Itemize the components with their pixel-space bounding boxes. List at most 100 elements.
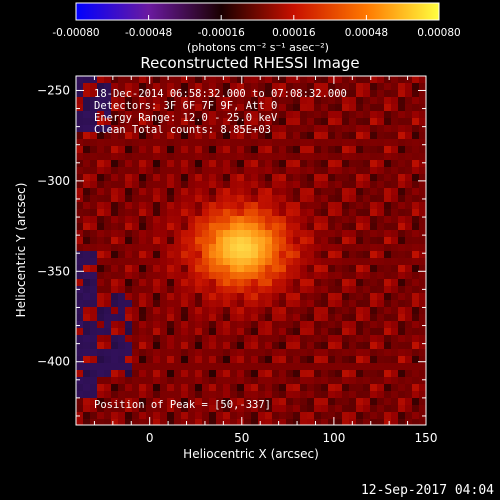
heatmap-cell bbox=[209, 272, 217, 280]
heatmap-cell bbox=[405, 209, 413, 217]
heatmap-cell bbox=[209, 377, 217, 385]
heatmap-cell bbox=[83, 272, 91, 280]
heatmap-cell bbox=[377, 244, 385, 252]
heatmap-cell bbox=[83, 419, 91, 425]
heatmap-cell bbox=[391, 230, 399, 238]
heatmap-cell bbox=[174, 321, 182, 329]
chart-title: Reconstructed RHESSI Image bbox=[140, 54, 359, 72]
heatmap-cell bbox=[90, 251, 98, 259]
heatmap-cell bbox=[125, 90, 133, 98]
heatmap-cell bbox=[314, 244, 322, 252]
heatmap-cell bbox=[356, 335, 364, 343]
heatmap-cell bbox=[419, 349, 426, 357]
heatmap-cell bbox=[300, 125, 308, 133]
heatmap-cell bbox=[244, 139, 252, 147]
heatmap-cell bbox=[202, 76, 210, 84]
heatmap-cell bbox=[223, 132, 231, 140]
heatmap-cell bbox=[321, 174, 329, 182]
heatmap-cell bbox=[279, 349, 287, 357]
heatmap-cell bbox=[258, 237, 266, 245]
heatmap-cell bbox=[76, 83, 84, 91]
heatmap-cell bbox=[314, 335, 322, 343]
heatmap-cell bbox=[307, 265, 315, 273]
heatmap-cell bbox=[398, 76, 406, 84]
heatmap-cell bbox=[181, 118, 189, 126]
heatmap-cell bbox=[139, 223, 147, 231]
heatmap-cell bbox=[342, 286, 350, 294]
heatmap-cell bbox=[293, 118, 301, 126]
heatmap-cell bbox=[251, 125, 259, 133]
heatmap-cell bbox=[167, 370, 175, 378]
heatmap-cell bbox=[195, 104, 203, 112]
heatmap-cell bbox=[272, 349, 280, 357]
heatmap-cell bbox=[83, 167, 91, 175]
heatmap-cell bbox=[216, 237, 224, 245]
heatmap-cell bbox=[104, 405, 112, 413]
heatmap-cell bbox=[237, 328, 245, 336]
heatmap-cell bbox=[286, 412, 294, 420]
heatmap-cell bbox=[307, 146, 315, 154]
heatmap-cell bbox=[83, 300, 91, 308]
heatmap-cell bbox=[76, 384, 84, 392]
heatmap-cell bbox=[167, 174, 175, 182]
heatmap-cell bbox=[174, 307, 182, 315]
heatmap-cell bbox=[223, 76, 231, 84]
heatmap-cell bbox=[174, 139, 182, 147]
heatmap-cell bbox=[412, 237, 420, 245]
heatmap-cell bbox=[216, 251, 224, 259]
heatmap-cell bbox=[363, 370, 371, 378]
heatmap-cell bbox=[335, 349, 343, 357]
heatmap-cell bbox=[335, 328, 343, 336]
heatmap-cell bbox=[223, 377, 231, 385]
heatmap-cell bbox=[321, 412, 329, 420]
heatmap-cell bbox=[419, 132, 426, 140]
heatmap-cell bbox=[139, 118, 147, 126]
heatmap-cell bbox=[391, 188, 399, 196]
heatmap-cell bbox=[104, 174, 112, 182]
heatmap-cell bbox=[125, 377, 133, 385]
heatmap-cell bbox=[167, 377, 175, 385]
heatmap-cell bbox=[167, 391, 175, 399]
heatmap-cell bbox=[209, 90, 217, 98]
heatmap-cell bbox=[307, 209, 315, 217]
heatmap-cell bbox=[209, 230, 217, 238]
heatmap-cell bbox=[223, 125, 231, 133]
heatmap-cell bbox=[97, 307, 105, 315]
heatmap-cell bbox=[167, 132, 175, 140]
heatmap-cell bbox=[391, 195, 399, 203]
heatmap-cell bbox=[286, 314, 294, 322]
heatmap-cell bbox=[335, 300, 343, 308]
heatmap-cell bbox=[97, 174, 105, 182]
heatmap-cell bbox=[335, 377, 343, 385]
heatmap-cell bbox=[202, 174, 210, 182]
heatmap-cell bbox=[104, 146, 112, 154]
heatmap-cell bbox=[293, 328, 301, 336]
heatmap-cell bbox=[342, 125, 350, 133]
heatmap-cell bbox=[244, 132, 252, 140]
heatmap-cell bbox=[272, 118, 280, 126]
heatmap-cell bbox=[265, 279, 273, 287]
heatmap-cell bbox=[356, 244, 364, 252]
heatmap-cell bbox=[384, 328, 392, 336]
heatmap-cell bbox=[272, 83, 280, 91]
heatmap-cell bbox=[195, 412, 203, 420]
heatmap-cell bbox=[370, 202, 378, 210]
heatmap-cell bbox=[321, 97, 329, 105]
heatmap-cell bbox=[97, 160, 105, 168]
heatmap-cell bbox=[153, 209, 161, 217]
heatmap-cell bbox=[272, 335, 280, 343]
colorbar bbox=[75, 2, 440, 21]
heatmap-cell bbox=[195, 335, 203, 343]
heatmap-cell bbox=[104, 370, 112, 378]
heatmap-cell bbox=[405, 97, 413, 105]
heatmap-cell bbox=[160, 188, 168, 196]
colorbar-ticks: -0.00080 -0.00048 -0.00016 0.00016 0.00048 0.… bbox=[52, 15, 461, 39]
heatmap-cell bbox=[104, 237, 112, 245]
heatmap-cell bbox=[244, 349, 252, 357]
heatmap-cell bbox=[265, 195, 273, 203]
heatmap-cell bbox=[125, 146, 133, 154]
heatmap-cell bbox=[167, 356, 175, 364]
heatmap-cell bbox=[209, 419, 217, 425]
heatmap-cell bbox=[272, 167, 280, 175]
heatmap-cell bbox=[132, 384, 140, 392]
